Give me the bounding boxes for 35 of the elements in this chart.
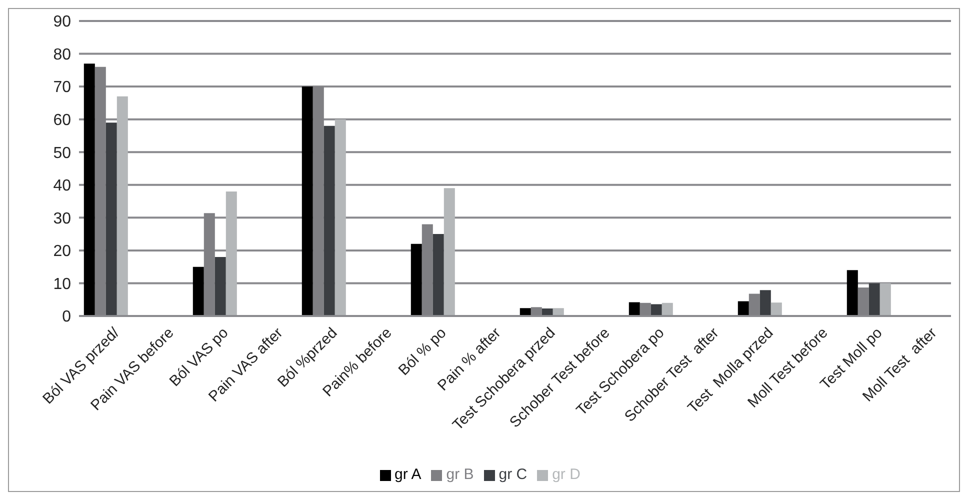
y-tick-label: 50: [53, 144, 72, 162]
bar: [738, 301, 749, 316]
bar: [444, 188, 455, 316]
bar: [410, 244, 422, 316]
y-tick-label: 30: [53, 210, 72, 228]
bar: [192, 266, 204, 316]
bar: [226, 191, 237, 316]
bar: [334, 119, 346, 316]
bar: [106, 122, 117, 316]
bar: [116, 96, 128, 316]
bar: [770, 302, 782, 316]
y-tick-label: 20: [53, 243, 72, 260]
legend-label: gr A: [394, 466, 422, 483]
legend-label: gr D: [552, 466, 580, 483]
bar: [84, 64, 95, 316]
y-tick-label: 80: [53, 46, 72, 64]
bar: [324, 126, 335, 316]
bar: [760, 290, 771, 316]
bar: [214, 257, 226, 316]
bar: [650, 304, 662, 316]
bar: [868, 283, 880, 316]
bar: [628, 302, 640, 316]
y-tick-label: 0: [62, 308, 72, 326]
y-tick-label: 60: [53, 112, 72, 130]
bar: [846, 270, 858, 316]
legend-label: gr C: [498, 466, 528, 483]
y-tick-label: 90: [53, 14, 72, 31]
y-tick-label: 70: [53, 79, 72, 96]
bar: [662, 302, 673, 316]
y-tick-label: 40: [53, 178, 72, 195]
y-tick-label: 10: [53, 276, 72, 293]
bar: [880, 283, 891, 316]
bar: [302, 86, 313, 316]
bar: [432, 234, 444, 316]
legend-label: gr B: [446, 466, 474, 483]
